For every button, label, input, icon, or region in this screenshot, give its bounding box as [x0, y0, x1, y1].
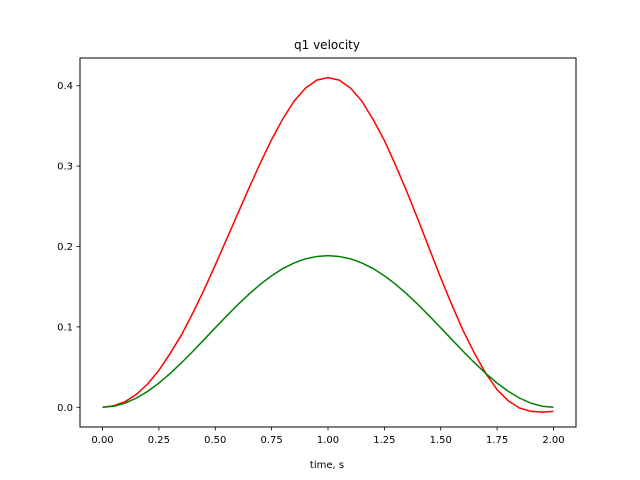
y-tick-label: 0.3: [57, 162, 73, 173]
x-tick-label: 0.75: [261, 435, 283, 446]
x-tick-label: 0.50: [204, 435, 226, 446]
x-tick-label: 1.00: [317, 435, 339, 446]
plot-area: [102, 76, 554, 413]
x-tick-label: 0.25: [148, 435, 170, 446]
y-axis-ticks: 0.0 0.1 0.2 0.3 0.4: [57, 81, 80, 414]
x-tick-label: 0.00: [91, 435, 113, 446]
x-tick-label: 2.00: [542, 435, 564, 446]
x-axis-label: time, s: [310, 460, 344, 471]
y-tick-label: 0.4: [57, 81, 73, 92]
y-tick-label: 0.2: [57, 242, 73, 253]
chart-title: q1 velocity: [294, 38, 360, 52]
x-tick-label: 1.75: [486, 435, 508, 446]
x-tick-label: 1.25: [373, 435, 395, 446]
y-tick-label: 0.1: [57, 322, 73, 333]
series-line-2: [102, 254, 554, 409]
y-tick-label: 0.0: [57, 403, 73, 414]
series-line-1: [102, 76, 554, 413]
x-axis-ticks: 0.00 0.25 0.50 0.75 1.00 1.25 1.50 1.75 2.00: [91, 427, 565, 446]
x-tick-label: 1.50: [430, 435, 452, 446]
